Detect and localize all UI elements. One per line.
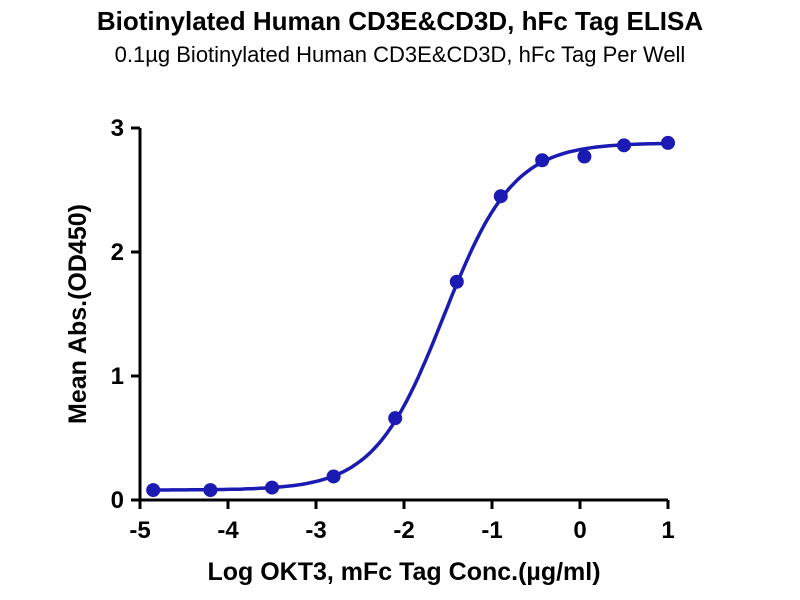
data-point bbox=[535, 153, 550, 168]
y-tick-label: 2 bbox=[111, 239, 124, 266]
x-tick-label: -3 bbox=[305, 517, 326, 544]
x-tick-label: 1 bbox=[661, 517, 674, 544]
chart-title: Biotinylated Human CD3E&CD3D, hFc Tag EL… bbox=[96, 6, 704, 36]
x-tick-label: -5 bbox=[129, 517, 150, 544]
data-point bbox=[577, 149, 592, 164]
data-point bbox=[203, 483, 218, 498]
data-point bbox=[661, 135, 675, 150]
y-tick-label: 0 bbox=[111, 487, 124, 514]
data-point bbox=[617, 138, 631, 153]
x-tick-label: -2 bbox=[393, 517, 414, 544]
data-point bbox=[265, 480, 279, 495]
data-point bbox=[493, 189, 508, 204]
x-tick-label: 0 bbox=[573, 517, 586, 544]
data-point bbox=[449, 274, 464, 289]
x-axis-label: Log OKT3, mFc Tag Conc.(µg/ml) bbox=[207, 558, 600, 586]
x-tick-label: -4 bbox=[217, 517, 239, 544]
y-tick-label: 1 bbox=[111, 363, 124, 390]
data-point bbox=[326, 469, 341, 484]
data-point bbox=[388, 411, 403, 426]
chart-subtitle: 0.1µg Biotinylated Human CD3E&CD3D, hFc … bbox=[114, 42, 686, 67]
y-tick-label: 3 bbox=[111, 115, 124, 142]
fit-curve bbox=[153, 141, 669, 492]
data-point bbox=[146, 483, 161, 498]
y-axis-label: Mean Abs.(OD450) bbox=[64, 204, 92, 424]
x-tick-label: -1 bbox=[481, 517, 502, 544]
